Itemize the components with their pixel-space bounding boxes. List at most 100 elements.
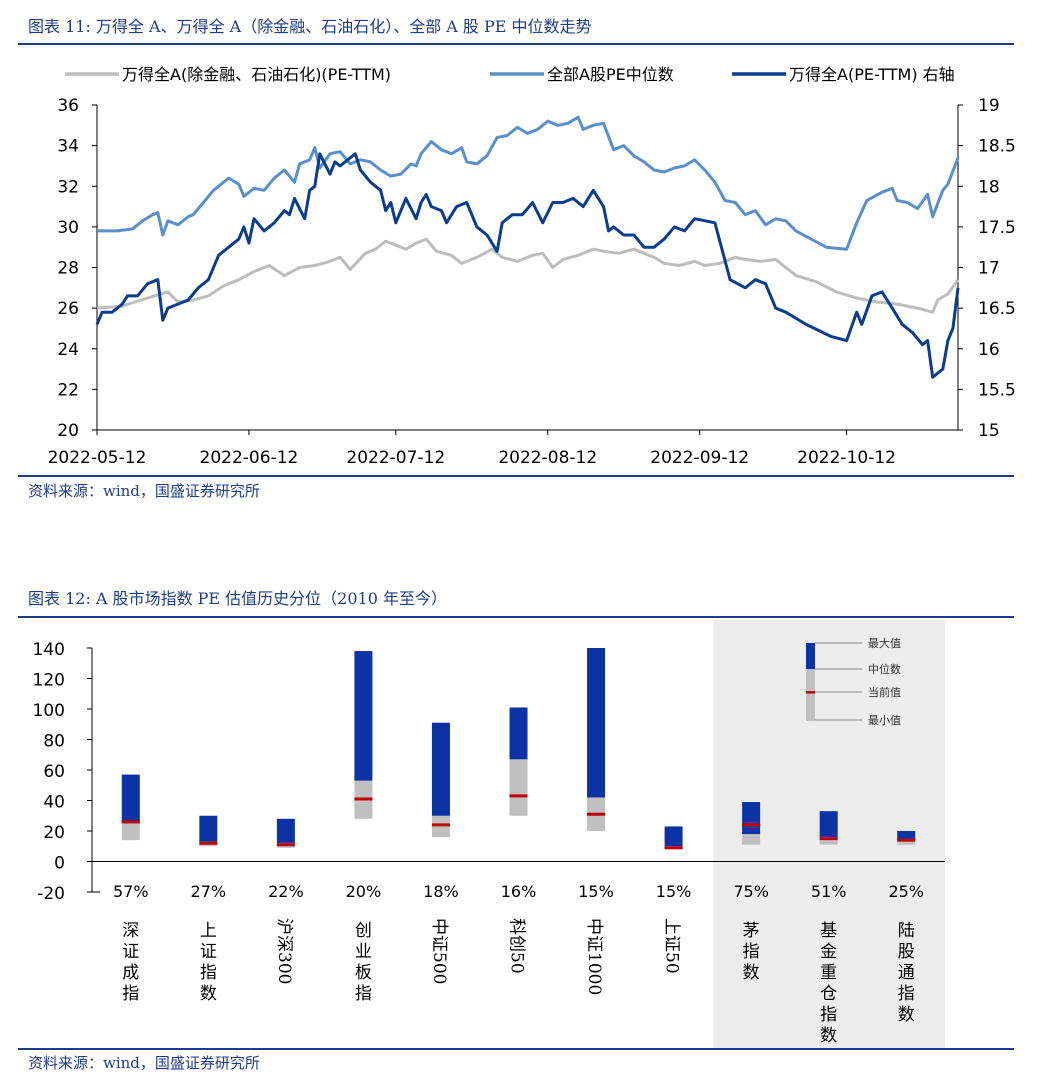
range-bar-upper <box>276 818 295 844</box>
category-label: 基金重仓指数 <box>820 921 837 1046</box>
current-value-marker <box>587 812 606 816</box>
percentile-label: 25% <box>888 882 924 901</box>
legend-label: 最小值 <box>868 714 901 727</box>
y-tick-label: 60 <box>43 762 65 782</box>
percentile-label: 15% <box>578 882 614 901</box>
right-y-tick-label: 17 <box>978 259 1000 279</box>
x-tick-label: 2022-07-12 <box>346 448 445 468</box>
pe-trend-line-chart: 20 22 24 26 28 30 32 34 36 15 15.5 16 16.5 17 17.5 18 18… <box>48 65 1016 468</box>
left-y-tick-label: 26 <box>57 299 79 319</box>
range-bar-upper <box>819 811 838 838</box>
current-value-marker <box>742 823 761 827</box>
current-value-marker <box>897 838 916 842</box>
legend-label-3: 万得全A(PE-TTM) 右轴 <box>789 65 955 84</box>
x-tick-label: 2022-10-12 <box>797 448 896 468</box>
right-y-tick-label: 19 <box>978 96 1000 116</box>
left-y-tick-label: 28 <box>57 259 79 279</box>
category-label: 中证1000 <box>584 918 604 995</box>
legend-lower-swatch <box>806 669 815 721</box>
left-y-tick-label: 30 <box>57 218 79 238</box>
left-y-tick-label: 34 <box>57 137 79 157</box>
legend-label: 最大值 <box>868 636 901 650</box>
right-y-tick-label: 15.5 <box>978 380 1016 400</box>
current-value-marker <box>509 794 528 798</box>
figure-12-top-rule <box>18 616 1014 618</box>
series-line-1 <box>96 237 960 314</box>
current-value-marker <box>121 820 140 824</box>
percentile-label: 27% <box>191 882 227 901</box>
legend-label: 中位数 <box>868 662 901 676</box>
legend-upper-swatch <box>806 643 815 669</box>
y-tick-label: 100 <box>33 701 65 721</box>
figure-11-title: 图表 11: 万得全 A、万得全 A（除金融、石油石化）、全部 A 股 PE 中… <box>28 17 592 36</box>
current-value-marker <box>664 846 683 850</box>
percentile-label: 51% <box>811 882 847 901</box>
range-bar-upper <box>199 815 218 842</box>
y-tick-label: 140 <box>33 640 65 660</box>
range-bar-upper <box>664 826 683 847</box>
figure-11-bottom-rule <box>18 475 1014 477</box>
x-tick-label: 2022-09-12 <box>650 448 749 468</box>
percentile-label: 20% <box>346 882 382 901</box>
y-tick-label: 40 <box>43 793 65 813</box>
x-tick-label: 2022-06-12 <box>200 448 299 468</box>
range-bar-lower <box>431 815 450 838</box>
right-y-tick-label: 15 <box>978 421 1000 441</box>
figure-11-top-rule <box>18 43 1014 45</box>
range-bar-lower <box>897 840 916 845</box>
category-label: 中证500 <box>429 918 449 984</box>
figure-12-bottom-rule <box>18 1048 1014 1050</box>
current-value-marker <box>819 837 838 841</box>
legend-current-swatch <box>806 691 815 694</box>
category-label: 创业板指 <box>355 921 372 1004</box>
figure-12-source: 资料来源：wind，国盛证券研究所 <box>28 1054 260 1072</box>
percentile-label: 15% <box>656 882 692 901</box>
range-bar-upper <box>509 707 528 760</box>
range-bar-upper <box>354 651 373 781</box>
percentile-label: 18% <box>423 882 459 901</box>
current-value-marker <box>199 841 218 845</box>
legend-label: 当前值 <box>868 685 901 699</box>
figure-12-title: 图表 12: A 股市场指数 PE 估值历史分位（2010 年至今） <box>28 589 447 608</box>
x-tick-label: 2022-08-12 <box>498 448 597 468</box>
y-tick-label: 20 <box>43 823 65 843</box>
legend-label-2: 全部A股PE中位数 <box>547 65 674 84</box>
range-bar-lower <box>509 759 528 816</box>
series-line-3 <box>95 152 960 379</box>
right-y-tick-label: 16.5 <box>978 299 1016 319</box>
range-bar-lower <box>121 823 140 841</box>
current-value-marker <box>354 797 373 801</box>
percentile-label: 16% <box>501 882 537 901</box>
left-y-tick-label: 32 <box>57 177 79 197</box>
left-y-tick-label: 20 <box>57 421 79 441</box>
category-label: 沪深300 <box>274 918 294 984</box>
left-y-tick-label: 24 <box>57 340 79 360</box>
range-bar-upper <box>897 831 916 841</box>
right-y-tick-label: 18.5 <box>978 137 1016 157</box>
left-y-tick-label: 36 <box>57 96 79 116</box>
category-label: 深证成指 <box>122 921 139 1004</box>
range-bar-lower <box>742 834 761 845</box>
percentile-label: 57% <box>113 882 149 901</box>
category-label: 上证指数 <box>200 921 217 1004</box>
right-y-tick-label: 17.5 <box>978 218 1016 238</box>
range-bar-lower <box>819 837 838 845</box>
percentile-label: 22% <box>268 882 304 901</box>
current-value-marker <box>431 823 450 827</box>
category-label: 科创50 <box>507 918 527 974</box>
figure-11-source: 资料来源：wind，国盛证券研究所 <box>28 482 260 500</box>
legend-label-1: 万得全A(除金融、石油石化)(PE-TTM) <box>122 65 391 84</box>
range-bar-upper <box>742 802 761 835</box>
current-value-marker <box>276 843 295 847</box>
left-y-tick-label: 22 <box>57 380 79 400</box>
y-tick-label: 80 <box>43 732 65 752</box>
y-tick-label: 0 <box>54 854 65 874</box>
right-y-tick-label: 18 <box>978 177 1000 197</box>
range-bar-upper <box>431 722 450 816</box>
right-y-tick-label: 16 <box>978 340 1000 360</box>
y-tick-label: -20 <box>37 884 65 904</box>
range-bar-upper <box>121 774 140 824</box>
category-label: 茅指数 <box>743 921 760 983</box>
percentile-label: 75% <box>733 882 769 901</box>
series-line-2 <box>97 115 960 251</box>
